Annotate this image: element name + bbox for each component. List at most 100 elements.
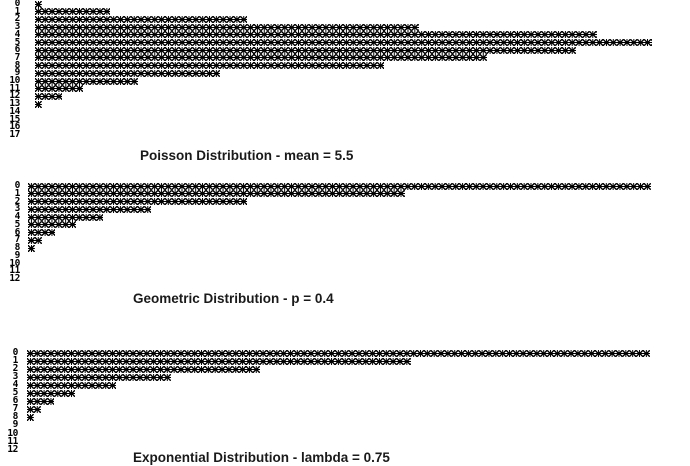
chart-row: 4	[0, 379, 690, 391]
category-label: 12	[7, 443, 18, 455]
frequency-bar	[35, 54, 488, 62]
category-label: 14	[9, 105, 20, 117]
exponential-panel: 0 1 2 3 4 5 6 7 8 9 10 11 12 Exponential Distribution…	[0, 348, 690, 465]
frequency-bar	[28, 213, 104, 221]
chart-row: 7	[0, 234, 690, 246]
category-label: 3	[14, 203, 21, 215]
category-label: 6	[14, 226, 21, 238]
frequency-bar	[35, 85, 83, 93]
category-label: 17	[9, 128, 20, 140]
chart-row: 6	[0, 45, 690, 54]
chart-row: 5	[0, 36, 690, 48]
category-label: 11	[9, 82, 20, 94]
chart-row: 7	[0, 51, 690, 63]
frequency-bar	[27, 389, 75, 397]
chart-row: 10	[0, 427, 690, 439]
category-label: 8	[14, 59, 21, 71]
chart-row: 3	[0, 203, 690, 215]
category-label: 11	[7, 435, 18, 447]
category-label: 11	[9, 265, 20, 277]
frequency-bar	[35, 0, 42, 8]
frequency-bar	[35, 23, 419, 31]
category-label: 4	[14, 211, 21, 222]
frequency-bar	[27, 397, 55, 405]
frequency-bar	[35, 46, 577, 54]
frequency-bar	[28, 229, 56, 236]
category-label: 15	[9, 113, 20, 125]
chart-row: 11	[0, 265, 690, 277]
frequency-bar	[35, 69, 220, 77]
chart-row: 13	[0, 98, 690, 110]
chart-row: 2	[0, 195, 690, 207]
chart-row: 3	[0, 372, 690, 381]
category-label: 2	[12, 363, 19, 375]
chart-row: 1	[0, 189, 690, 198]
category-label: 10	[9, 257, 20, 269]
category-label: 3	[14, 21, 21, 33]
chart-row: 9	[0, 251, 690, 261]
chart-row: 5	[0, 388, 690, 398]
category-label: 13	[9, 98, 20, 110]
category-label: 1	[14, 5, 21, 17]
chart-row: 2	[0, 13, 690, 25]
chart-row: 10	[0, 75, 690, 86]
category-label: 1	[12, 355, 19, 367]
chart-row: 17	[0, 128, 690, 140]
category-label: 7	[14, 51, 21, 63]
frequency-bar	[27, 365, 260, 373]
category-label: 7	[12, 403, 19, 415]
frequency-bar	[35, 31, 597, 39]
chart-title: Exponential Distribution - lambda = 0.75	[133, 450, 390, 465]
frequency-bar	[27, 413, 34, 421]
category-label: 9	[12, 419, 19, 431]
chart-row: 8	[0, 59, 690, 71]
category-label: 10	[7, 427, 18, 439]
frequency-bar	[35, 62, 385, 70]
poisson-panel: 0 1 2 3 4 5 6 7 8 9 10 11 12 13 14 15 16 17 Poisson Distri…	[0, 0, 690, 163]
chart-title: Geometric Distribution - p = 0.4	[133, 291, 334, 306]
category-label: 7	[14, 234, 21, 246]
category-label: 4	[12, 379, 19, 391]
frequency-bar	[27, 373, 171, 381]
category-label: 5	[14, 36, 21, 48]
chart-row: 14	[0, 105, 690, 117]
chart-row: 10	[0, 257, 690, 269]
frequency-bar	[35, 39, 652, 46]
category-label: 0	[14, 0, 21, 9]
chart-row: 15	[0, 113, 690, 125]
frequency-bar	[35, 15, 248, 23]
category-label: 9	[14, 67, 21, 79]
frequency-bar	[27, 381, 117, 389]
chart-row: 12	[0, 273, 690, 284]
category-label: 0	[14, 180, 21, 191]
frequency-bar	[35, 100, 42, 108]
category-label: 2	[14, 13, 21, 25]
chart-row: 11	[0, 435, 690, 447]
category-label: 10	[9, 75, 20, 86]
chart-row: 5	[0, 220, 690, 229]
chart-row: 7	[0, 403, 690, 415]
frequency-bar	[28, 221, 76, 229]
category-label: 12	[9, 273, 20, 284]
chart-row: 6	[0, 396, 690, 406]
frequency-bar	[28, 236, 42, 244]
chart-row: 4	[0, 211, 690, 222]
frequency-bar	[35, 77, 138, 85]
frequency-bar	[28, 244, 35, 252]
frequency-bar	[35, 92, 63, 100]
chart-row: 9	[0, 67, 690, 79]
category-label: 4	[14, 28, 21, 40]
category-label: 12	[9, 90, 20, 102]
category-label: 2	[14, 195, 21, 207]
frequency-bar	[28, 190, 405, 198]
chart-row: 12	[0, 443, 690, 455]
chart-row: 0	[0, 0, 690, 8]
chart-row: 9	[0, 419, 690, 431]
frequency-bar	[27, 405, 41, 413]
chart-row: 1	[0, 355, 690, 367]
frequency-bar	[28, 205, 152, 213]
chart-row: 6	[0, 226, 690, 238]
frequency-bar	[35, 8, 111, 16]
chart-row: 0	[0, 348, 690, 357]
chart-row: 8	[0, 412, 690, 422]
